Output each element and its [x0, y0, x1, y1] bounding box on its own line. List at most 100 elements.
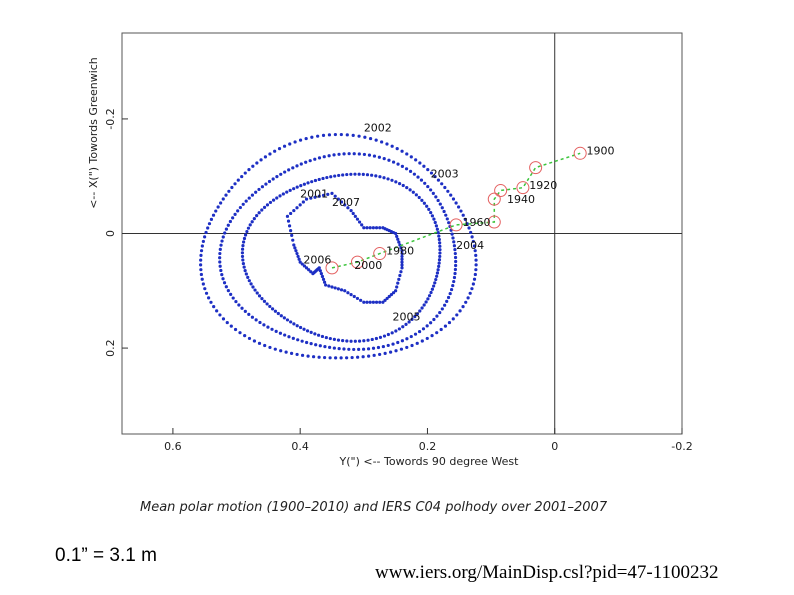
polhody-point: [326, 192, 330, 196]
polhody-point: [451, 197, 456, 201]
polhody-point: [211, 213, 216, 217]
polhody-point: [405, 345, 409, 350]
polhody-point: [420, 306, 424, 310]
polhody-point: [329, 175, 333, 179]
polhody-point: [345, 133, 349, 137]
polhody-point: [418, 309, 422, 313]
polhody-point: [349, 208, 353, 213]
polhody-point: [374, 300, 379, 304]
polhody-point: [397, 240, 401, 244]
polhody-point: [422, 303, 426, 307]
polhody-point: [254, 190, 258, 194]
polhody-point: [288, 188, 292, 192]
polhody-point: [267, 179, 272, 184]
polhody-point: [435, 274, 439, 278]
polhody-point: [466, 296, 470, 300]
polhody-point: [339, 356, 343, 360]
polhody-point: [247, 279, 251, 283]
polhody-point: [240, 306, 244, 310]
polhody-point: [333, 194, 337, 198]
polhody-point: [451, 317, 455, 321]
polhody-point: [317, 194, 321, 198]
polhody-point: [467, 226, 471, 230]
polhody-point: [397, 327, 401, 331]
polhody-point: [302, 264, 307, 268]
polhody-point: [400, 266, 404, 270]
polhody-point: [334, 356, 338, 360]
polhody-point: [318, 344, 322, 348]
polhody-point: [294, 249, 298, 253]
polhody-point: [355, 296, 360, 301]
mean-pole-marker: [350, 255, 364, 269]
polhody-point: [203, 287, 207, 291]
polhody-point: [362, 226, 366, 230]
polhody-point: [270, 307, 275, 311]
polhody-point: [416, 175, 420, 179]
polhody-point: [199, 249, 204, 253]
polhody-point: [345, 356, 349, 360]
polhody-point: [323, 345, 327, 349]
polhody-point: [296, 254, 300, 259]
polhody-point: [224, 193, 228, 197]
polhody-point: [391, 160, 396, 164]
polhody-point: [408, 188, 412, 192]
polhody-point: [410, 343, 414, 348]
polhody-point: [444, 213, 448, 217]
polhody-point: [339, 288, 344, 292]
polhody-point: [409, 155, 413, 159]
polhody-point: [306, 181, 310, 185]
polhody-point: [351, 211, 355, 216]
polhody-point: [309, 330, 313, 335]
polhody-point: [333, 286, 337, 290]
polhody-point: [291, 166, 295, 170]
polhody-point: [431, 191, 435, 195]
polhody-point: [385, 296, 389, 301]
polhody-point: [333, 132, 337, 137]
polhody-point: [243, 171, 247, 175]
polhody-point: [394, 289, 398, 293]
polhody-point: [285, 318, 290, 322]
polhody-point: [455, 313, 459, 317]
polhody-point: [265, 203, 270, 207]
polhody-point: [381, 226, 385, 230]
polhody-point: [330, 191, 334, 195]
polhody-point: [427, 207, 431, 211]
polhody-point: [434, 277, 438, 282]
polhody-point: [425, 204, 429, 208]
polhody-point: [391, 342, 395, 346]
polhody-point: [447, 320, 452, 325]
polhody-point: [440, 206, 444, 210]
polhody-point: [307, 268, 311, 272]
polhody-point: [345, 339, 349, 343]
polhody-point: [440, 307, 444, 311]
polhody-point: [337, 347, 341, 351]
polhody-point: [328, 345, 332, 350]
year-label: 1940: [507, 193, 535, 206]
polhody-point: [351, 133, 355, 137]
polhody-point: [247, 168, 251, 172]
polhody-point: [224, 285, 228, 289]
polhody-point: [413, 332, 418, 336]
polhody-point: [370, 173, 374, 177]
polhody-point: [414, 193, 418, 197]
polhody-point: [400, 249, 404, 253]
polhody-point: [254, 318, 258, 322]
polhody-point: [352, 152, 356, 156]
polhody-point: [434, 195, 438, 199]
polhody-point: [298, 203, 302, 207]
polhody-point: [313, 195, 317, 199]
polhody-point: [250, 220, 254, 224]
polhody-point: [231, 296, 235, 300]
polhody-point: [224, 227, 229, 231]
polhody-point: [471, 239, 475, 244]
polhody-point: [313, 157, 317, 161]
polhody-point: [299, 184, 303, 188]
polhody-point: [458, 309, 462, 313]
polhody-point: [212, 305, 216, 309]
polhody-point: [443, 303, 447, 307]
polhody-point: [445, 299, 449, 303]
polhody-point: [219, 201, 223, 205]
polhody-point: [291, 238, 295, 242]
polhody-point: [453, 271, 457, 276]
polhody-point: [362, 347, 366, 351]
